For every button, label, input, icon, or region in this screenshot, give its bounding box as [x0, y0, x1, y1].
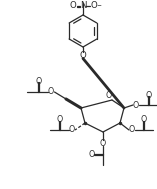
- Text: O: O: [106, 91, 112, 101]
- Text: O: O: [133, 101, 139, 109]
- Text: O: O: [140, 115, 147, 125]
- Text: O: O: [69, 125, 75, 135]
- Text: −: −: [97, 2, 101, 7]
- Text: O: O: [100, 139, 106, 147]
- Text: O: O: [91, 2, 97, 11]
- Text: O: O: [129, 125, 135, 135]
- Text: O: O: [89, 150, 95, 159]
- Text: O: O: [80, 50, 86, 60]
- Text: O: O: [48, 88, 54, 97]
- Text: O: O: [35, 77, 42, 85]
- Text: N: N: [80, 2, 86, 11]
- Text: O: O: [145, 91, 152, 99]
- Text: O: O: [70, 2, 76, 11]
- Text: O: O: [56, 115, 63, 125]
